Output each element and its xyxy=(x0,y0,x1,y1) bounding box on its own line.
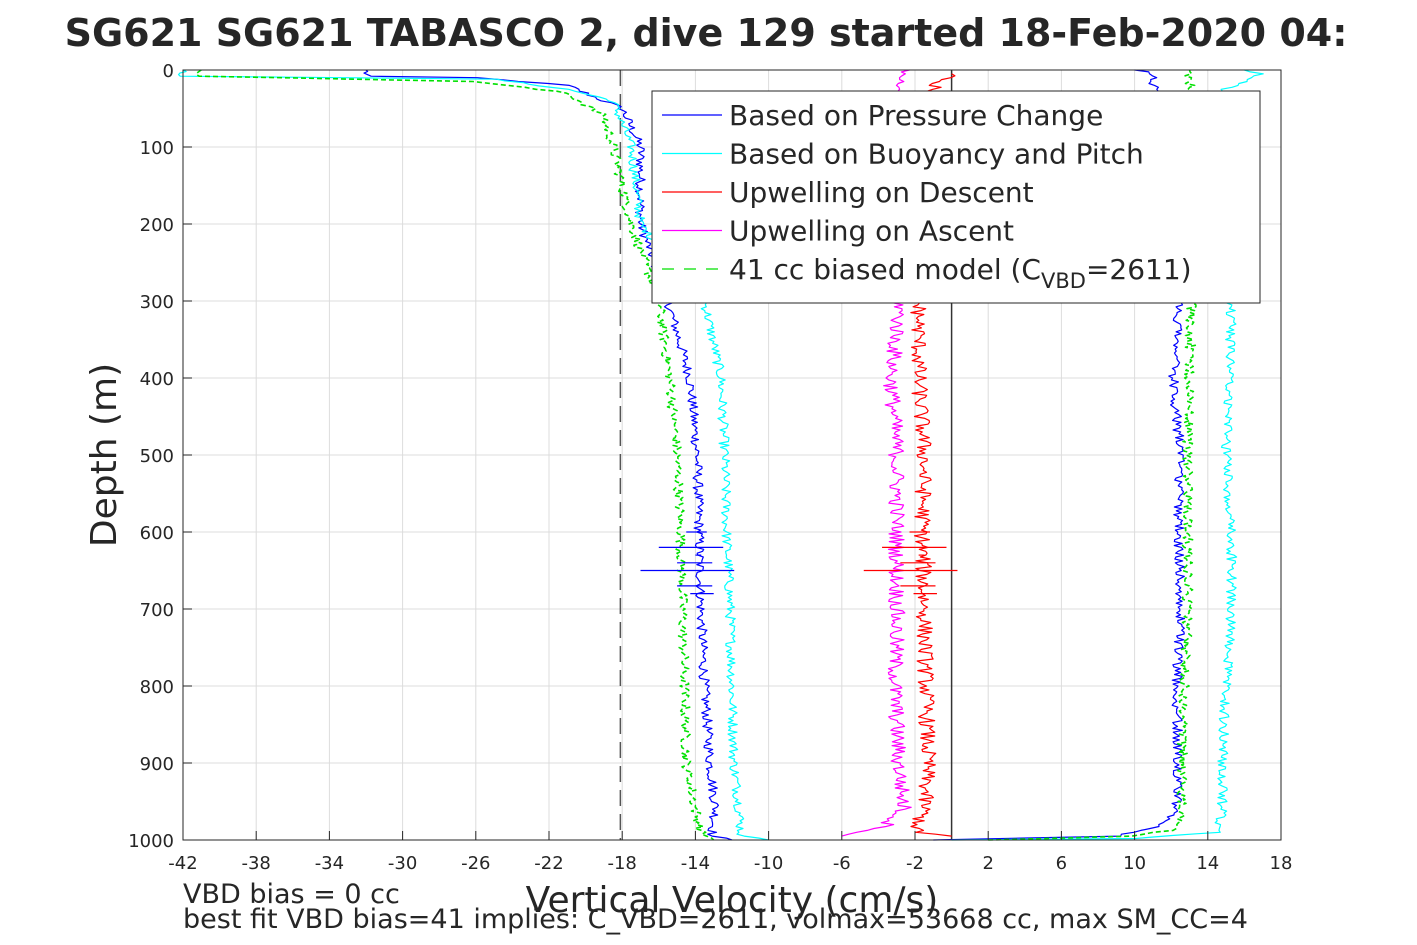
x-tick-label: 14 xyxy=(1196,853,1219,874)
best-fit-note: best fit VBD bias=41 implies: C_VBD=2611… xyxy=(183,904,1248,935)
x-tick-label: -18 xyxy=(607,853,636,874)
axis-ticks: -42 -38 -34 -30 -26 -22 -18 -14 -10 -6 -2 2 6 10 14 180… xyxy=(128,61,1292,874)
y-tick-label: 600 xyxy=(140,523,174,544)
legend-label: Based on Pressure Change xyxy=(729,99,1103,132)
y-tick-label: 700 xyxy=(140,600,174,621)
vbd-bias-note: VBD bias = 0 cc xyxy=(183,879,400,910)
x-tick-label: 6 xyxy=(1056,853,1067,874)
x-tick-label: -34 xyxy=(315,853,344,874)
legend-label: Upwelling on Ascent xyxy=(729,215,1014,248)
series-buoyancy-descent xyxy=(177,69,769,841)
x-tick-label: -26 xyxy=(461,853,490,874)
x-tick-label: -2 xyxy=(906,853,924,874)
y-axis-label: Depth (m) xyxy=(84,363,125,547)
series-lines xyxy=(177,69,1264,841)
x-axis-label: Vertical Velocity (cm/s) xyxy=(526,880,939,921)
y-tick-label: 100 xyxy=(140,138,174,159)
legend: Based on Pressure Change Based on Buoyanc… xyxy=(651,90,1261,304)
x-tick-label: 10 xyxy=(1123,853,1146,874)
legend-label: 41 cc biased model (CVBD=2611) xyxy=(729,253,1192,293)
x-tick-label: -14 xyxy=(681,853,710,874)
legend-label-sub: VBD xyxy=(1041,269,1086,293)
y-tick-label: 800 xyxy=(140,677,174,698)
legend-label: Based on Buoyancy and Pitch xyxy=(729,138,1144,171)
x-tick-label: 2 xyxy=(982,853,993,874)
chart-title: SG621 SG621 TABASCO 2, dive 129 started … xyxy=(65,11,1348,55)
x-tick-label: -10 xyxy=(754,853,783,874)
x-tick-label: -6 xyxy=(833,853,851,874)
y-tick-label: 0 xyxy=(163,61,174,82)
x-tick-label: -22 xyxy=(534,853,563,874)
x-tick-label: 18 xyxy=(1270,853,1293,874)
series-model-descent xyxy=(195,69,715,841)
y-tick-label: 200 xyxy=(140,215,174,236)
y-tick-label: 1000 xyxy=(128,831,174,852)
x-tick-label: -30 xyxy=(388,853,417,874)
y-tick-label: 400 xyxy=(140,369,174,390)
legend-label: Upwelling on Descent xyxy=(729,176,1034,209)
y-tick-label: 300 xyxy=(140,292,174,313)
x-tick-label: -38 xyxy=(241,853,270,874)
legend-box xyxy=(651,90,1261,304)
x-tick-label: -42 xyxy=(168,853,197,874)
legend-label-end: =2611) xyxy=(1086,253,1192,286)
y-tick-label: 900 xyxy=(140,754,174,775)
legend-label-main: 41 cc biased model (C xyxy=(729,253,1041,286)
y-tick-label: 500 xyxy=(140,446,174,467)
